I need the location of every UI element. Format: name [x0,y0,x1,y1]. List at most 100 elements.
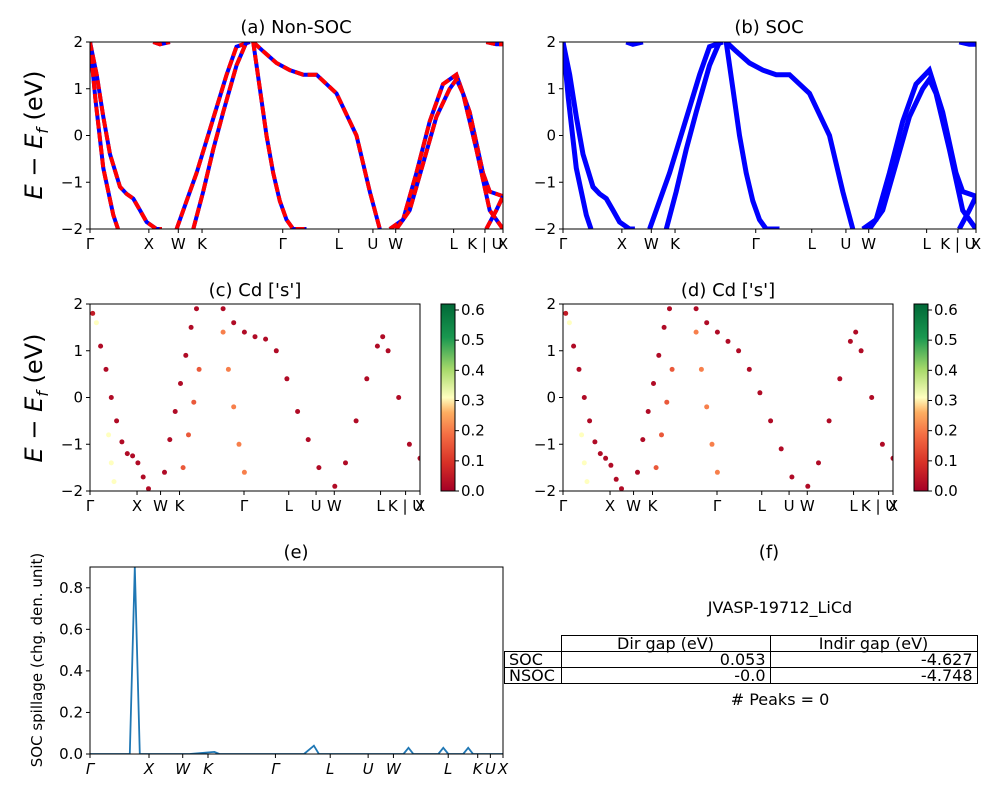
row-label-nsoc: NSOC [504,667,562,684]
band-point [225,366,231,372]
band-point [869,395,875,400]
xtick-label: X [415,497,425,515]
xtick-label: U [363,760,374,778]
xtick-label: W [644,235,659,253]
xtick-label: W [171,235,186,253]
band-point [241,329,247,335]
band-point [563,310,569,316]
band-point [661,324,667,330]
band-point [236,441,242,447]
band-point [571,343,577,349]
band-point [106,432,112,438]
band-point [231,404,237,410]
band-point [566,320,572,326]
band-point [196,366,202,372]
band-point [364,376,370,382]
band-point [613,476,619,482]
band-line-soc [861,65,959,229]
colorbar-tick-label: 0.6 [934,301,958,319]
ytick-label: 1 [546,80,556,98]
band-point [789,474,795,480]
axes-frame [562,303,894,492]
band-point [725,338,731,344]
band-line-soc [647,42,724,229]
band-line-nonsoc [90,42,120,229]
nsoc-dir-gap: -0.0 [560,667,771,684]
colorbar-tick-label: 0.4 [461,361,485,379]
nsoc-indir-gap: -4.748 [769,667,978,684]
xtick-label: Γ [559,497,568,515]
band-point [316,465,322,471]
band-point [220,329,226,335]
band-point [619,486,624,491]
band-point [592,439,598,445]
ytick-label: 0 [546,389,556,407]
band-point [103,366,109,372]
xtick-label: Γ [86,235,95,253]
band-ylabel-top: E − Ef (eV) [20,71,52,200]
xtick-label: K | U [861,497,896,515]
band-point [241,469,247,475]
ytick-label: −2 [534,482,556,500]
band-point [183,352,189,358]
band-point [406,441,412,447]
xtick-label: Γ [271,760,281,778]
xtick-label: X [143,760,155,778]
xtick-label: U [485,760,496,778]
band-point [374,343,380,349]
ytick-label: 1 [73,80,83,98]
colorbar-tick-label: 0.3 [934,392,958,410]
xtick-label: U [311,497,322,515]
xtick-label: L [285,497,294,515]
band-line-soc [867,74,976,229]
band-point [178,381,183,386]
band-point [343,460,348,466]
band-line-soc [625,42,644,47]
band-point [353,418,359,424]
ytick-label: 2 [546,295,556,313]
band-point [669,366,675,372]
colorbar-c: 0.0 0.1 0.2 0.3 0.4 0.5 0.6 [440,301,485,500]
band-point [651,381,656,386]
axes-frame [89,566,504,755]
ytick-label: 0 [546,127,556,145]
ytick-label: −2 [61,220,83,238]
band-lines [563,42,976,229]
xtick-label: W [800,497,815,515]
band-point [220,306,226,312]
band-line-dashed [485,42,503,47]
band-point [853,329,859,335]
xtick-label: Γ [279,235,288,253]
band-point [576,366,582,372]
ytick-label: −1 [534,435,556,453]
xtick-label: K | U [467,235,502,253]
ytick-label: 2 [73,33,83,51]
ytick-label: 2 [546,33,556,51]
xtick-label: X [971,235,981,253]
band-point [273,348,279,354]
xtick-label: W [388,235,403,253]
band-point [186,432,191,438]
gap-row-nsoc: NSOC -0.0 -4.748 [504,667,978,684]
xtick-label: K [473,760,484,778]
band-point [252,334,258,340]
colorbar-tick-label: 0.2 [934,422,958,440]
xtick-label: Γ [559,235,568,253]
ytick-label: 1 [546,342,556,360]
band-line-dashed [191,42,249,229]
band-point [826,418,832,424]
axes-frame [562,41,977,230]
ytick-label: 0 [73,127,83,145]
panel-d-title: (d) Cd ['s'] [681,280,775,301]
xtick-label: X [617,235,627,253]
xtick-label: L [922,235,931,253]
xtick-label: K [175,497,186,515]
xtick-label: L [335,235,344,253]
soc-indir-gap: -4.627 [769,651,978,668]
ytick-label: −2 [534,220,556,238]
xtick-label: X [132,497,142,515]
xtick-label: Γ [240,497,249,515]
band-point [736,348,742,354]
xtick-label: X [605,497,615,515]
